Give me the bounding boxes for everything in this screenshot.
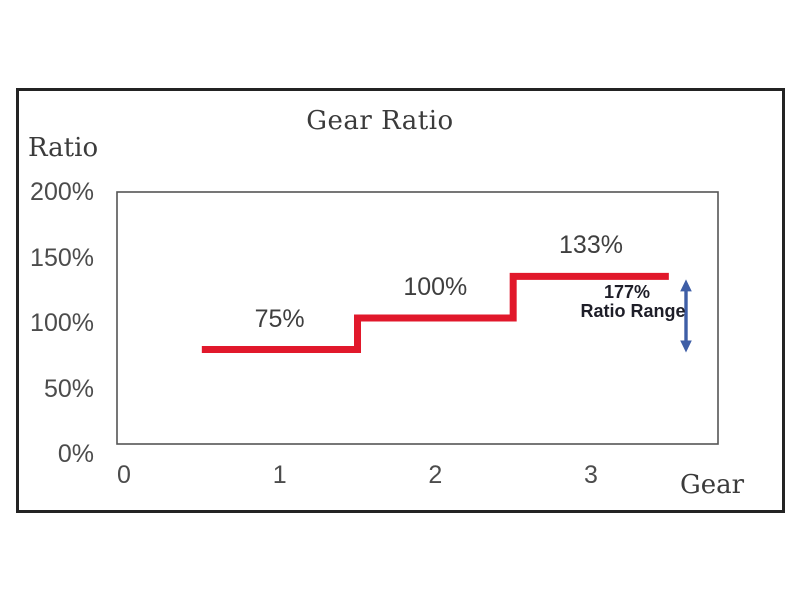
step-label-100: 100% [403, 273, 468, 301]
plot-area-border [116, 191, 719, 445]
x-tick-label-3: 3 [584, 461, 598, 489]
chart-title: Gear Ratio [306, 106, 454, 136]
y-tick-label-0: 0% [57, 440, 94, 468]
ratio-range-value: 177% [603, 282, 651, 302]
step-label-75: 75% [254, 304, 305, 333]
chart-frame-border [16, 88, 785, 513]
step-label-133: 133% [559, 231, 623, 260]
gear-ratio-step-line [201, 272, 669, 353]
x-tick-label-1: 1 [272, 461, 287, 489]
y-tick-label-100: 100% [30, 309, 94, 337]
ratio-range-arrow-head-down [680, 340, 692, 353]
y-axis-title: Ratio [28, 133, 99, 163]
x-axis-title: Gear [679, 470, 745, 500]
y-tick-label-150: 150% [30, 243, 94, 272]
ratio-range-arrow-head-up [680, 279, 692, 292]
y-tick-label-50: 50% [43, 374, 94, 403]
y-tick-label-200: 200% [30, 178, 94, 206]
ratio-range-caption: Ratio Range [580, 301, 686, 321]
x-tick-label-2: 2 [428, 461, 443, 489]
x-tick-label-0: 0 [117, 461, 131, 489]
